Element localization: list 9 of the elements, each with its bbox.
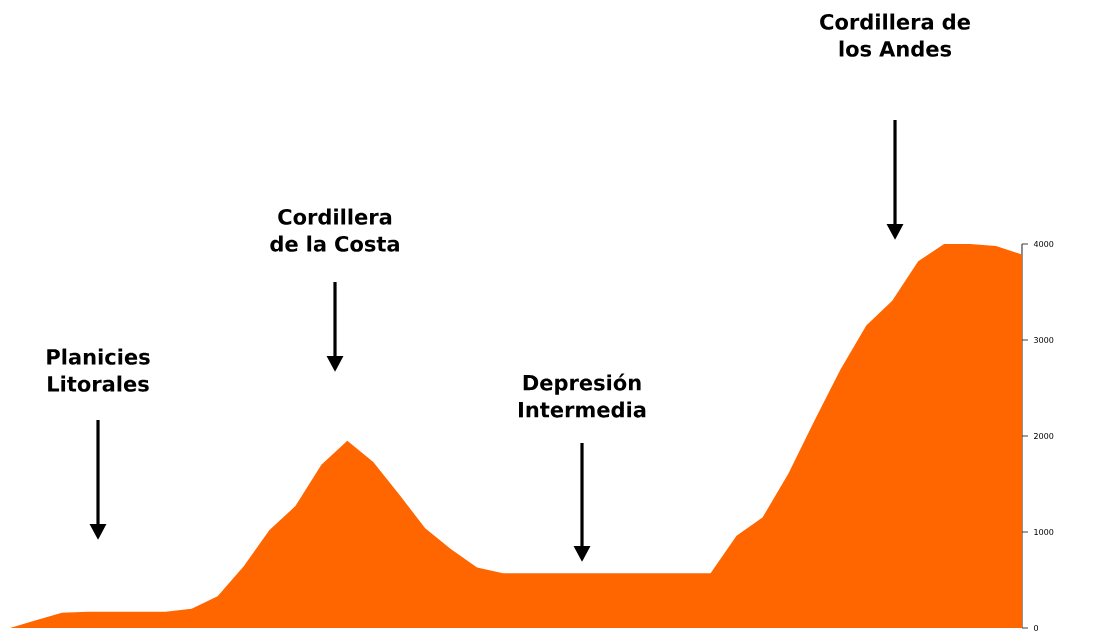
y-tick-label: 2000 — [1034, 432, 1054, 439]
y-tick-label: 1000 — [1034, 528, 1054, 535]
annotation: Depresión Intermedia — [518, 373, 646, 418]
y-tick-label: 4000 — [1033, 240, 1054, 247]
text: Cordillera de los Andes — [820, 13, 970, 57]
y-tick-label: 3000 — [1034, 336, 1054, 343]
annotation: Cordillera de la Costa — [270, 208, 399, 252]
y-tick-label: 0 — [1034, 624, 1039, 631]
annotation: Planicies Litorales — [47, 348, 150, 392]
